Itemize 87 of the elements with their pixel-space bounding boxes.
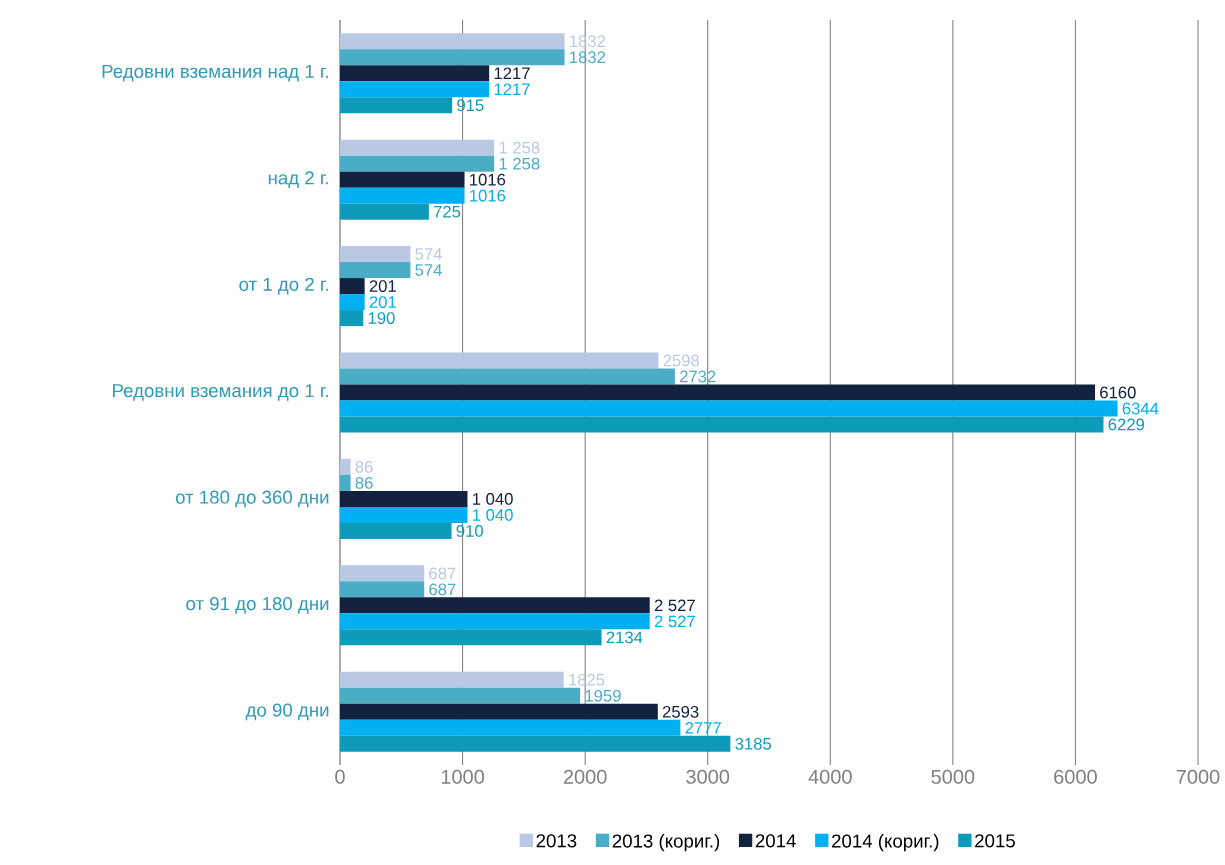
y-tick-label: от 180 до 360 дни [175,490,329,508]
x-tick-label: 0 [335,769,345,784]
data-label: 1 258 [499,157,540,170]
legend-label: 2013 [536,834,577,848]
x-tick-label: 7000 [1176,769,1220,784]
legend-label: 2014 (кориг.) [832,833,939,852]
bar [340,139,495,156]
bar [340,81,490,98]
data-label: 6344 [1122,402,1159,415]
x-tick-label: 1000 [441,769,485,784]
bar [340,687,581,704]
data-label: 2 527 [654,615,695,628]
data-label: 201 [369,280,396,292]
data-label: 910 [456,525,483,537]
data-label: 2777 [685,721,721,734]
data-label: 1 040 [473,493,513,505]
data-label: 1016 [470,173,506,186]
bar [340,33,565,50]
bar [340,278,365,295]
x-tick-label: 6000 [1054,769,1097,784]
data-label: 86 [355,477,373,489]
bar [340,352,659,369]
data-label: 1016 [470,189,506,202]
data-label: 1217 [494,83,530,96]
bar [340,735,731,752]
bar [340,262,411,279]
data-label: 2598 [663,354,700,367]
bar [340,629,602,646]
bar [340,310,364,327]
y-tick-label: Редовни вземания над 1 г. [102,64,328,82]
bar [340,581,425,598]
y-tick-label: над 2 г. [268,171,328,189]
bar [340,49,565,66]
legend-label: 2013 (кориг.) [612,833,720,852]
bar [340,597,650,614]
x-tick-label: 3000 [686,769,730,784]
bar [340,719,681,736]
data-label: 1832 [570,51,606,64]
bar [340,155,495,172]
bar [340,187,465,204]
bar [340,384,1096,401]
bar [340,613,650,630]
y-tick-label: до 90 дни [245,703,329,721]
bar [340,565,425,582]
data-label: 86 [355,461,373,473]
y-tick-label: Редовни вземания до 1 г. [112,384,328,401]
data-label: 6160 [1100,386,1136,399]
data-label: 574 [415,248,442,260]
bar [340,368,675,385]
data-label: 1217 [494,67,530,80]
x-tick-label: 5000 [931,769,975,784]
y-tick-label: от 91 до 180 дни [186,596,329,614]
bar [340,458,351,475]
data-label: 915 [457,99,484,112]
bar [340,416,1104,433]
bar [340,671,564,688]
y-tick-label: от 1 до 2 г. [239,277,328,295]
data-label: 2134 [606,631,643,644]
bar [340,65,490,82]
bar [340,171,465,188]
data-label: 1 040 [473,509,513,521]
data-label: 190 [368,312,395,324]
bar [340,490,468,507]
bar [340,246,411,263]
data-label: 687 [429,567,456,580]
data-label: 2 527 [654,599,695,612]
data-label: 725 [433,205,461,218]
bar [340,474,351,491]
data-label: 3185 [735,737,772,750]
bar [340,703,658,720]
bar [340,522,452,539]
x-tick-label: 2000 [563,769,607,784]
data-label: 574 [415,264,442,276]
data-label: 201 [369,296,396,308]
data-label: 687 [429,583,456,596]
bar [340,97,453,114]
bar [340,506,468,523]
data-label: 2593 [662,705,699,718]
legend-label: 2014 [755,834,796,848]
x-tick-label: 4000 [808,769,852,784]
bar [340,203,429,220]
data-label: 6229 [1108,418,1145,431]
bar [340,400,1118,417]
data-label: 1 258 [499,141,540,154]
data-label: 1959 [585,689,621,702]
legend-label: 2015 [975,834,1015,848]
bar [340,294,365,311]
